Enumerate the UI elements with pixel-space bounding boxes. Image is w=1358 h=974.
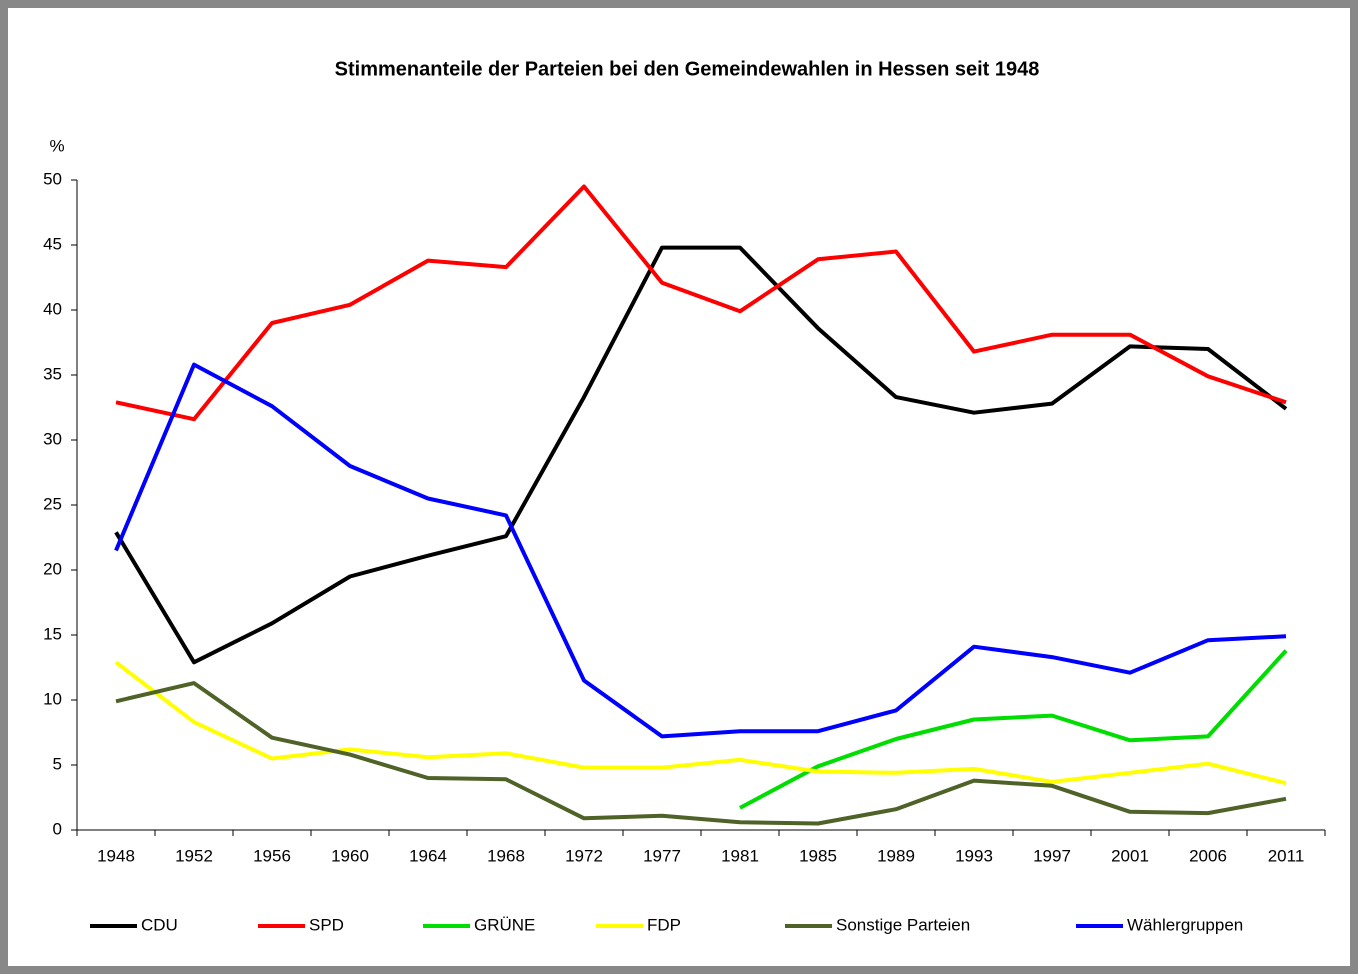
y-axis-label: % [49,136,64,155]
y-tick-label: 45 [43,234,62,253]
x-tick-label: 1977 [643,846,681,865]
legend-label: Sonstige Parteien [836,915,970,934]
y-tick-label: 40 [43,299,62,318]
legend-label: Wählergruppen [1127,915,1243,934]
x-tick-label: 1972 [565,846,603,865]
x-tick-label: 1952 [175,846,213,865]
series-line [739,649,1288,810]
series-line [114,660,1287,786]
x-tick-label: 1964 [409,846,447,865]
x-tick-label: 1968 [487,846,525,865]
y-tick-label: 20 [43,559,62,578]
y-tick-label: 0 [53,819,62,838]
x-tick-label: 1989 [877,846,915,865]
y-tick-label: 10 [43,689,62,708]
x-tick-label: 2006 [1189,846,1227,865]
series-line [115,681,1287,826]
x-tick-label: 2011 [1268,846,1305,865]
series-line [114,362,1287,739]
x-tick-label: 1981 [721,846,759,865]
y-tick-label: 35 [43,364,62,383]
x-tick-label: 1997 [1033,846,1071,865]
y-tick-label: 15 [43,624,62,643]
y-tick-label: 50 [43,169,62,188]
chart-title: Stimmenanteile der Parteien bei den Geme… [335,58,1040,80]
x-tick-label: 2001 [1111,846,1149,865]
x-tick-label: 1956 [253,846,291,865]
y-tick-label: 25 [43,494,62,513]
series-line [115,184,1287,422]
x-tick-label: 1960 [331,846,369,865]
y-tick-label: 30 [43,429,62,448]
x-tick-label: 1993 [955,846,993,865]
legend-label: FDP [647,915,681,934]
y-tick-label: 5 [53,754,62,773]
legend-label: SPD [309,915,344,934]
legend-label: GRÜNE [474,915,535,934]
series-line [114,245,1288,665]
x-tick-label: 1985 [799,846,837,865]
x-tick-label: 1948 [97,846,135,865]
legend-label: CDU [141,915,178,934]
